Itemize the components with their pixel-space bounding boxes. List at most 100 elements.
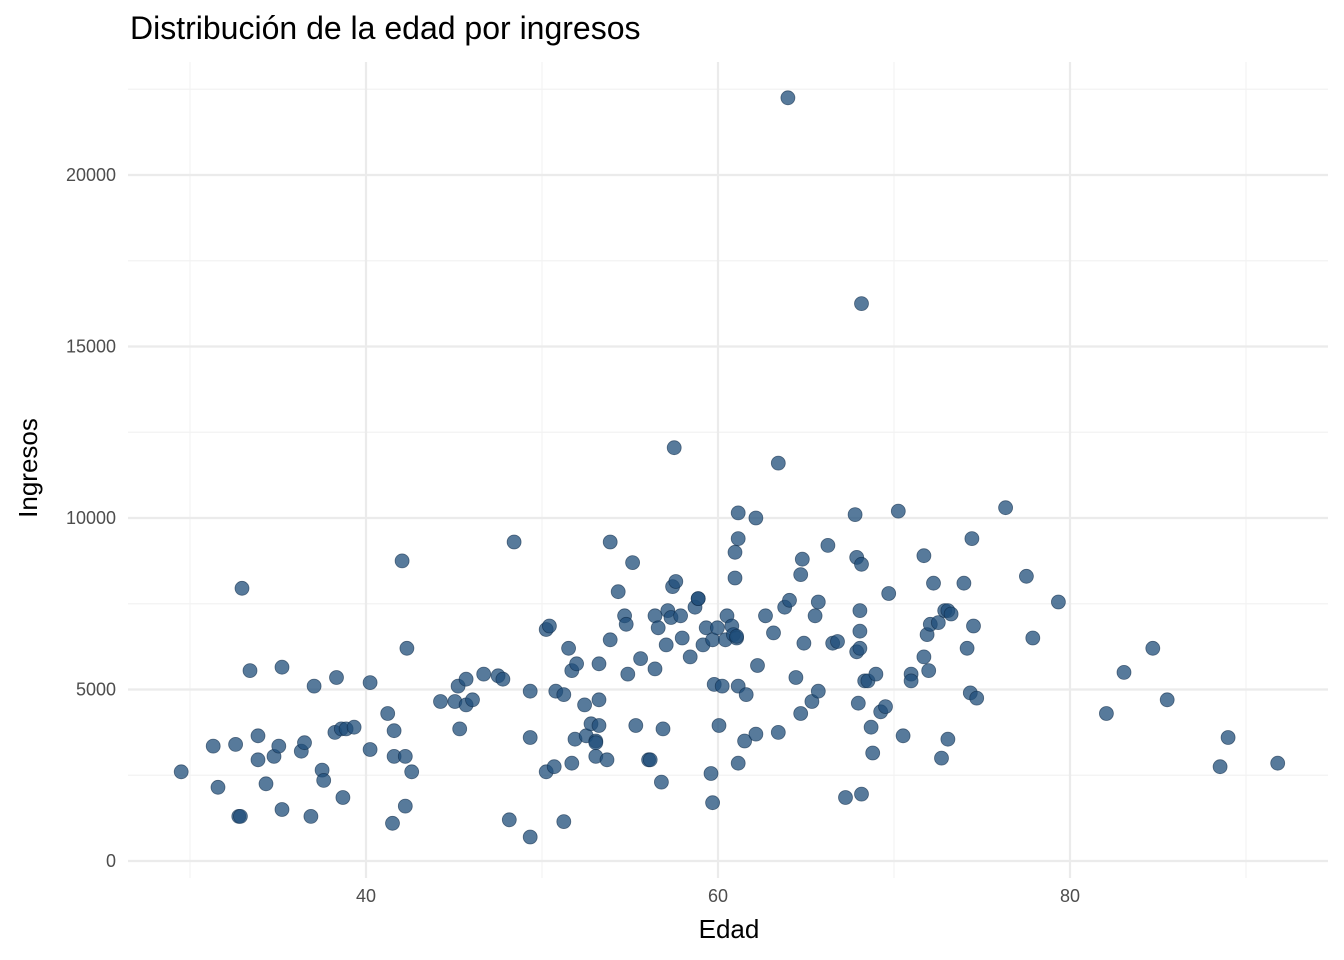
y-tick-label: 10000 (66, 508, 116, 528)
data-point (727, 544, 743, 560)
data-point (766, 625, 781, 641)
data-point (602, 632, 618, 648)
data-point (780, 90, 796, 106)
data-point (404, 764, 420, 780)
data-point (750, 658, 765, 673)
data-point (271, 738, 287, 754)
data-point (796, 635, 812, 651)
data-point (863, 719, 879, 735)
data-point (316, 773, 332, 788)
data-point (943, 606, 959, 622)
data-point (205, 738, 221, 754)
data-point (727, 570, 743, 586)
data-point (710, 620, 725, 636)
data-point (1019, 568, 1034, 584)
data-point (820, 538, 836, 553)
data-point (476, 666, 492, 682)
data-point (628, 718, 644, 733)
data-point (1116, 665, 1132, 680)
data-point (852, 623, 868, 639)
data-point (703, 766, 719, 781)
data-point (386, 723, 402, 739)
data-point (714, 678, 730, 694)
data-point (654, 774, 669, 790)
data-point (674, 630, 690, 646)
data-point (385, 815, 400, 831)
data-point (1220, 730, 1236, 745)
x-tick-label: 40 (356, 886, 376, 906)
data-point (903, 673, 919, 689)
data-point (399, 640, 415, 656)
x-tick-label: 80 (1060, 886, 1080, 906)
data-point (1099, 706, 1114, 721)
data-point (810, 683, 826, 699)
data-point (258, 776, 274, 792)
data-point (838, 790, 853, 805)
data-point (633, 651, 648, 666)
data-point (569, 656, 584, 672)
data-point (501, 812, 517, 828)
data-point (959, 640, 975, 656)
data-point (758, 608, 773, 624)
data-point (711, 718, 727, 733)
data-point (934, 750, 949, 766)
data-point (250, 752, 266, 768)
data-point (362, 675, 378, 690)
y-tick-label: 5000 (76, 680, 116, 700)
data-point (730, 505, 746, 521)
x-axis-title: Edad (699, 914, 760, 944)
data-point (738, 687, 754, 702)
data-point (397, 798, 413, 814)
data-point (588, 735, 604, 751)
data-point (793, 567, 809, 582)
data-point (297, 735, 312, 751)
data-point (228, 737, 244, 752)
data-point (969, 690, 985, 706)
data-point (748, 510, 764, 526)
data-point (770, 725, 786, 740)
data-point (966, 618, 981, 634)
data-point (1212, 759, 1228, 775)
data-point (618, 616, 634, 632)
data-point (522, 730, 538, 745)
data-point (506, 534, 522, 550)
data-point (916, 548, 932, 564)
data-point (577, 697, 592, 713)
data-point (306, 678, 322, 694)
data-point (956, 575, 972, 591)
data-point (599, 752, 615, 768)
data-point (878, 699, 893, 714)
data-point (673, 608, 688, 624)
data-point (921, 663, 937, 678)
data-point (666, 440, 682, 456)
data-point (642, 752, 658, 768)
data-point (234, 580, 250, 596)
data-point (854, 786, 869, 802)
data-point (232, 809, 248, 824)
data-point (1145, 640, 1161, 656)
data-point (705, 795, 720, 811)
data-point (788, 670, 804, 685)
data-point (465, 692, 480, 708)
data-point (748, 726, 764, 742)
data-point (881, 586, 897, 601)
data-point (210, 779, 226, 795)
data-point (591, 718, 607, 733)
data-point (926, 575, 941, 591)
data-point (807, 608, 823, 624)
data-point (682, 649, 698, 665)
data-point (458, 671, 474, 687)
data-point (930, 615, 946, 630)
data-point (647, 661, 663, 677)
data-point (394, 553, 410, 569)
chart-title: Distribución de la edad por ingresos (130, 10, 641, 46)
data-point (591, 692, 607, 708)
data-point (729, 628, 744, 644)
data-point (274, 802, 290, 817)
data-point (610, 584, 626, 600)
data-point (852, 640, 868, 656)
data-point (998, 500, 1013, 516)
grid (128, 62, 1328, 878)
x-tick-label: 60 (708, 886, 728, 906)
